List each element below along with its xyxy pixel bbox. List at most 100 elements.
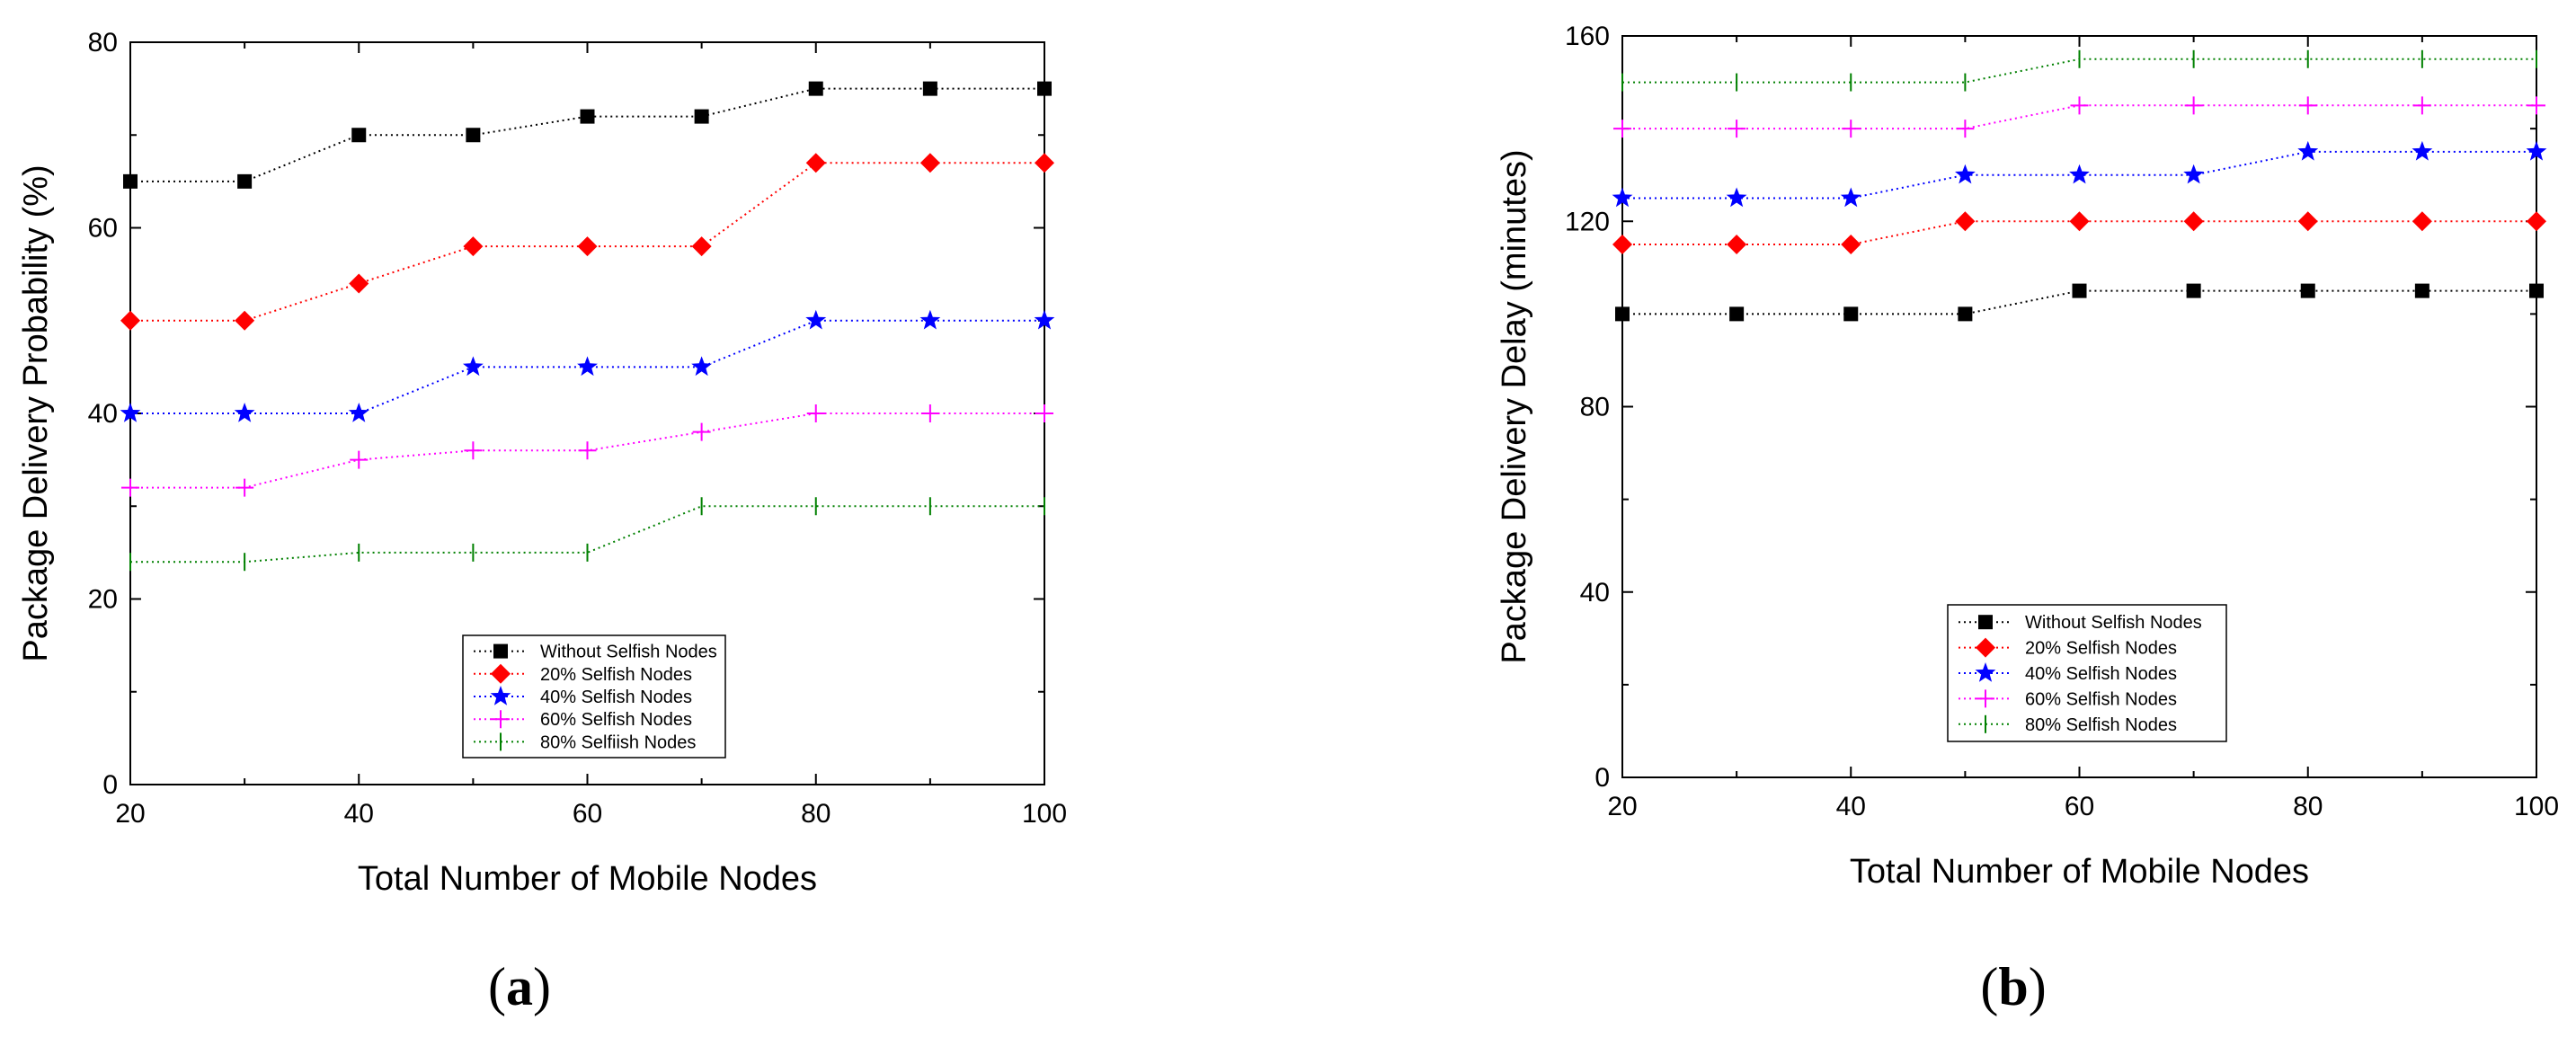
panel-caption: (b)	[1980, 957, 2046, 1016]
data-point	[1843, 306, 1859, 322]
legend-box	[1947, 604, 2227, 742]
x-tick-label: 100	[1022, 799, 1067, 829]
data-point	[464, 441, 483, 460]
series-2	[1612, 211, 2546, 255]
series-1	[1615, 283, 2544, 322]
legend-label: 20% Selfish Nodes	[540, 665, 692, 685]
data-point	[694, 109, 709, 124]
series-4	[1613, 96, 2545, 138]
data-point	[580, 109, 595, 124]
data-point	[1613, 120, 1631, 138]
data-point	[1037, 81, 1052, 96]
data-point	[919, 153, 940, 173]
data-point	[1840, 187, 1861, 208]
data-point	[1726, 187, 1747, 208]
data-point	[1612, 187, 1633, 208]
data-point	[351, 128, 367, 143]
series-3	[120, 309, 1055, 422]
legend-label: 80% Selfish Nodes	[2025, 715, 2177, 735]
caption-open-paren: (	[488, 957, 506, 1016]
panel-caption: (a)	[488, 957, 551, 1016]
data-point	[1035, 404, 1053, 422]
legend-marker	[1978, 615, 1993, 630]
data-point	[1612, 235, 1632, 255]
data-point	[350, 450, 369, 469]
data-point	[463, 356, 484, 377]
legend-marker	[492, 710, 510, 729]
series-3	[1612, 140, 2547, 208]
caption-letter: a	[506, 957, 533, 1016]
data-point	[2183, 164, 2204, 184]
x-axis-title: Total Number of Mobile Nodes	[1850, 853, 2309, 891]
x-axis-title: Total Number of Mobile Nodes	[358, 860, 817, 898]
series-2	[120, 153, 1054, 331]
legend-label: 40% Selfish Nodes	[540, 688, 692, 707]
data-point	[1958, 306, 1973, 322]
x-tick-label: 100	[2514, 792, 2559, 821]
chart-panel-b: 0 40 80 120 160 20 40 60 80 100 Total Number of Mo…	[1496, 22, 2559, 1016]
data-point	[121, 478, 139, 497]
data-point	[2412, 211, 2432, 232]
legend-marker	[1976, 637, 1995, 658]
caption-close-paren: )	[2029, 957, 2047, 1016]
y-tick-label: 0	[1594, 763, 1610, 793]
data-point	[123, 173, 138, 189]
y-tick-label: 80	[88, 28, 118, 58]
legend-label: 20% Selfish Nodes	[2025, 639, 2177, 659]
caption-close-paren: )	[533, 957, 551, 1016]
x-tick-label: 60	[2065, 792, 2094, 821]
data-point	[1727, 235, 1747, 255]
data-point	[2072, 283, 2087, 298]
x-tick-label: 20	[1607, 792, 1637, 821]
legend-label: Without Selfish Nodes	[2025, 613, 2202, 633]
data-point	[577, 356, 598, 377]
data-point	[2184, 96, 2203, 115]
legend-label: 60% Selfish Nodes	[540, 710, 692, 730]
data-point	[120, 403, 141, 422]
y-tick-label: 20	[88, 585, 118, 615]
legend-marker	[491, 663, 511, 684]
data-point	[235, 310, 255, 331]
caption-open-paren: (	[1980, 957, 1998, 1016]
data-point	[2529, 283, 2544, 298]
caption-letter: b	[1998, 957, 2028, 1016]
x-tick-label: 80	[801, 799, 831, 829]
series-1	[123, 81, 1052, 189]
data-point	[2527, 96, 2545, 115]
data-point	[919, 309, 941, 330]
data-point	[2183, 211, 2204, 232]
legend-marker	[493, 643, 508, 659]
data-point	[691, 356, 712, 377]
y-tick-label: 40	[1580, 578, 1610, 608]
legend-label: Without Selfish Nodes	[540, 643, 717, 662]
series-line	[130, 505, 1044, 563]
data-point	[2186, 283, 2201, 298]
data-point	[577, 236, 598, 257]
legend-label: 40% Selfish Nodes	[2025, 664, 2177, 684]
x-tick-label: 20	[115, 799, 145, 829]
data-point	[578, 441, 597, 460]
legend-marker	[490, 686, 511, 705]
y-tick-label: 0	[102, 770, 118, 800]
y-axis-title: Package Delivery Probability (%)	[17, 164, 55, 661]
data-point	[463, 236, 484, 257]
data-point	[1841, 235, 1861, 255]
x-tick-label: 40	[344, 799, 374, 829]
legend-marker	[1976, 689, 1994, 708]
data-point	[2300, 283, 2315, 298]
data-point	[1615, 306, 1630, 322]
data-point	[2070, 96, 2089, 115]
data-point	[808, 81, 823, 96]
data-point	[2412, 140, 2433, 161]
data-point	[348, 403, 369, 422]
data-point	[234, 403, 255, 422]
data-point	[922, 81, 937, 96]
y-tick-label: 60	[88, 214, 118, 244]
series-5	[129, 497, 1045, 572]
data-point	[691, 236, 712, 257]
y-axis-title: Package Delivery Delay (minutes)	[1496, 149, 1533, 663]
legend: Without Selfish Nodes 20% Selfish Nodes 40…	[462, 634, 726, 759]
data-point	[1955, 164, 1976, 184]
